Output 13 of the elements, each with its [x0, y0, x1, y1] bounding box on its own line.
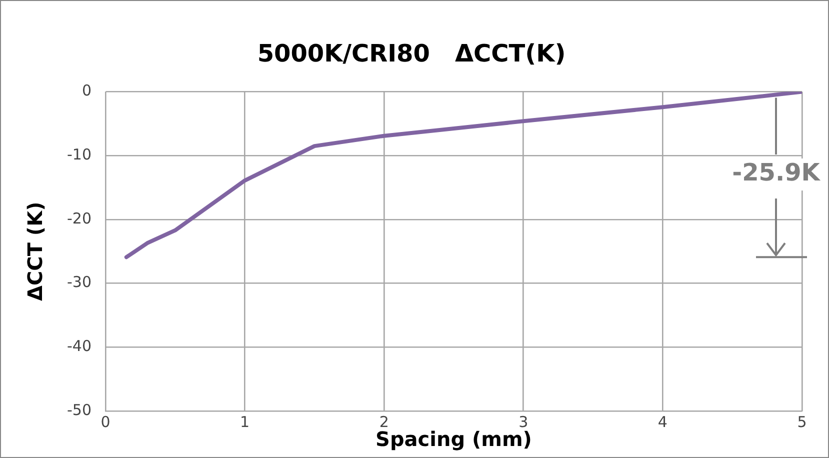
x-tick-label: 5 — [797, 412, 807, 431]
y-tick-label: -20 — [67, 209, 92, 228]
y-tick-label: 0 — [82, 82, 92, 100]
x-tick-label: 1 — [240, 412, 250, 431]
y-tick-label: -30 — [67, 273, 92, 292]
y-tick-label: -50 — [67, 400, 92, 419]
chart-title: 5000K/CRI80 ΔCCT(K) — [257, 40, 566, 68]
y-tick-label: -10 — [67, 146, 92, 164]
x-tick-label: 0 — [100, 412, 110, 431]
x-tick-label: 4 — [658, 412, 668, 431]
annotation: -25.9K — [732, 158, 822, 187]
y-axis-title: ΔCCT (K) — [23, 202, 48, 302]
y-tick-label: -40 — [67, 337, 92, 356]
